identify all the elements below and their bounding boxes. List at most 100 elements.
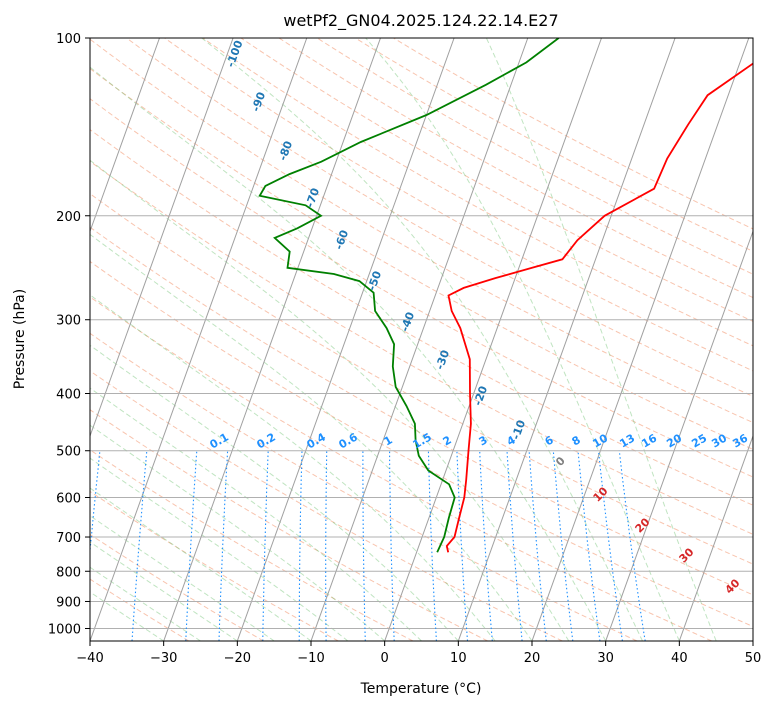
isotherm-label: -30 <box>433 348 452 371</box>
mixing-ratio-line <box>618 450 646 641</box>
x-tick-label: −40 <box>76 651 103 666</box>
moist-adiabat <box>365 38 680 641</box>
moist-adiabat <box>90 66 607 641</box>
mixing-ratio-label: 16 <box>639 431 659 450</box>
mixing-ratio-label: 0.2 <box>255 430 278 451</box>
y-tick-label: 500 <box>56 445 81 460</box>
dry-adiabat <box>90 129 753 506</box>
mixing-ratio-label: 25 <box>689 432 709 451</box>
x-tick-label: 0 <box>381 651 389 666</box>
y-axis-title: Pressure (hPa) <box>12 289 28 389</box>
moist-adiabat <box>90 233 533 641</box>
moist-adiabat <box>201 38 643 641</box>
chart-title: wetPf2_GN04.2025.124.22.14.E27 <box>283 11 558 31</box>
y-tick-label: 800 <box>56 565 81 580</box>
x-tick-label: −10 <box>297 651 324 666</box>
y-tick-label: 1000 <box>48 622 81 637</box>
isotherm <box>531 38 750 641</box>
isotherm <box>752 639 753 641</box>
isotherm <box>310 38 529 641</box>
mixing-ratio-label: 8 <box>570 433 583 448</box>
dry-adiabat <box>126 38 753 397</box>
dry-adiabat <box>393 38 753 230</box>
moist-adiabat <box>90 591 164 641</box>
isotherm-label: -50 <box>365 269 384 292</box>
dry-adiabat <box>90 38 753 424</box>
moist-adiabat <box>90 344 459 641</box>
mixing-ratio-label: 20 <box>664 431 684 450</box>
mixing-ratio-line <box>427 450 437 641</box>
mixing-ratio-line <box>479 450 493 641</box>
x-tick-label: 10 <box>450 651 467 666</box>
moist-adiabat <box>90 294 496 641</box>
profiles <box>258 38 753 553</box>
moist-adiabat <box>90 424 386 641</box>
mixing-ratio-label: 0.4 <box>305 430 329 451</box>
isotherm-label: -80 <box>276 139 295 162</box>
isotherm-label: -40 <box>398 310 417 333</box>
background-lines <box>0 38 753 641</box>
x-axis: −40 −30 −20 −10 0 10 20 30 40 50 <box>76 641 761 666</box>
isotherm <box>163 38 381 641</box>
moist-adiabat <box>90 566 201 641</box>
dry-adiabat <box>90 449 414 641</box>
isotherm <box>384 38 602 641</box>
mixing-ratio-line <box>362 450 366 641</box>
mixing-ratio-label: 0.6 <box>337 430 361 451</box>
y-axis: 100 200 300 400 500 600 700 800 900 1000 <box>48 32 90 637</box>
x-axis-title: Temperature (°C) <box>360 681 482 697</box>
dry-adiabat <box>240 38 753 322</box>
mixing-ratio-line <box>528 450 547 641</box>
mixing-ratio-label: 30 <box>709 431 729 450</box>
isotherm-label: -10 <box>509 418 528 441</box>
mixing-ratio-label: 36 <box>730 431 750 450</box>
dry-adiabat <box>90 332 638 641</box>
moist-adiabat <box>90 159 570 641</box>
dry-adiabat <box>316 38 753 275</box>
isotherm <box>90 38 160 233</box>
y-tick-label: 600 <box>56 491 81 506</box>
warm-isotherm-label: 40 <box>723 576 743 596</box>
mixing-ratio-label: 10 <box>590 431 610 450</box>
dry-adiabat <box>90 98 753 478</box>
x-tick-label: 30 <box>597 651 614 666</box>
isotherm <box>457 38 676 641</box>
dry-adiabat <box>90 160 753 535</box>
dry-adiabat <box>278 38 753 299</box>
isotherm-label: -60 <box>332 228 351 251</box>
mixing-ratio-line <box>325 450 328 641</box>
isotherm <box>90 38 234 438</box>
y-tick-label: 900 <box>56 595 81 610</box>
dry-adiabat <box>90 193 753 565</box>
warm-isotherm-label: 10 <box>591 484 611 504</box>
y-tick-label: 700 <box>56 531 81 546</box>
dry-adiabat <box>164 38 753 372</box>
y-tick-label: 200 <box>56 210 81 225</box>
dry-adiabat <box>90 409 488 641</box>
dry-adiabat <box>90 533 264 641</box>
mixing-ratio-line <box>298 450 303 641</box>
mixing-ratio-label: 2 <box>441 433 454 448</box>
mixing-ratio-label: 1.5 <box>411 430 434 451</box>
isotherm-label: -90 <box>249 90 268 113</box>
x-tick-label: −30 <box>150 651 177 666</box>
moist-adiabat <box>90 387 422 641</box>
warm-isotherm-label: 0 <box>553 454 568 469</box>
mixing-ratio-label: 1 <box>382 433 395 448</box>
dry-adiabat <box>90 370 563 641</box>
temperature-profile <box>445 62 753 553</box>
warm-isotherm-label: 30 <box>677 545 697 565</box>
mixing-ratio-line <box>597 450 623 641</box>
plot-frame <box>89 37 754 642</box>
y-tick-label: 400 <box>56 388 81 403</box>
mixing-ratio-label: 13 <box>617 432 637 451</box>
dry-adiabat <box>90 260 753 628</box>
isotherm <box>0 38 12 641</box>
dry-adiabat <box>90 296 712 641</box>
mixing-ratio-line <box>90 450 101 556</box>
x-tick-label: −20 <box>224 651 251 666</box>
dry-adiabat <box>90 578 190 641</box>
x-tick-label: 50 <box>745 651 762 666</box>
x-tick-label: 40 <box>671 651 688 666</box>
